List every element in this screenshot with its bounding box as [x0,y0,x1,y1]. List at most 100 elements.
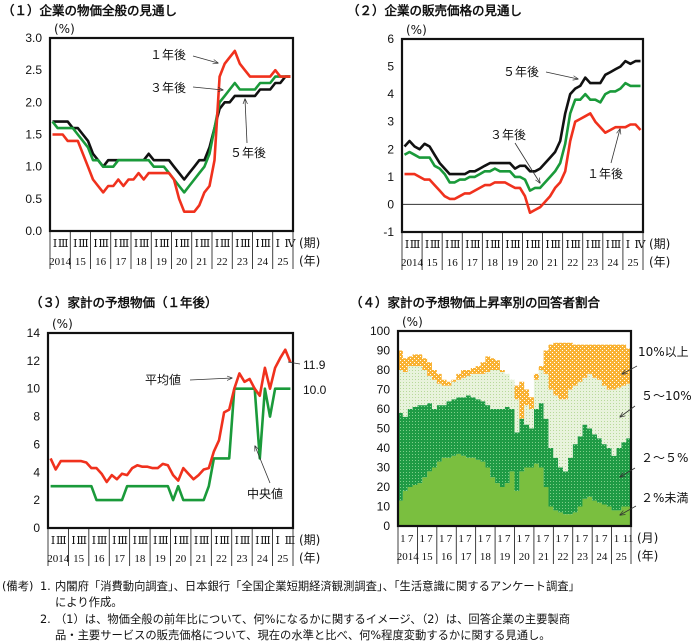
y-tick-label: 60 [377,402,391,416]
x-year-label: 20 [176,256,188,268]
x-year-label: 18 [134,553,146,565]
x-period-label: Ⅰ [566,239,570,251]
x-year-label: 2014 [401,257,424,269]
line-series-3 [52,75,291,181]
y-tick-label: 70 [377,383,391,397]
x-period-label: Ⅰ [505,239,509,251]
x-year-label: 20 [519,551,531,563]
x-year-label: 23 [237,256,249,268]
y-unit-label: (%) [52,317,73,331]
x-year-label: 22 [216,553,227,565]
x-period-label: Ⅲ [490,239,501,251]
x-period-label: Ⅰ [626,239,630,251]
leader-mean [287,361,301,365]
panel1-title: （１）企業の物価全般の見通し [2,3,177,18]
x-year-label: 20 [175,553,187,565]
x-period-label: 1 [400,533,406,545]
x-year-label: 21 [196,256,207,268]
x-period-label: Ⅰ [255,238,259,250]
x-period-label: Ⅰ [235,238,239,250]
label-2to5: ２～５% [641,451,688,465]
x-year-label: 25 [277,553,289,565]
x-period-label: Ⅰ [93,238,97,250]
x-period-label: Ⅰ [445,239,449,251]
y-tick-label: 0 [387,197,394,211]
x-year-label: 22 [217,256,228,268]
label-under2: ２%未満 [641,491,688,505]
x-period-label: Ⅲ [260,238,271,250]
label-mean: 平均値 [145,372,181,387]
x-period-label: Ⅲ [158,535,169,547]
x-period-label: Ⅲ [260,535,271,547]
end-label-mean: 11.9 [303,358,326,372]
note-2-num: 2. [40,613,51,626]
x-period-label: Ⅰ [276,535,280,547]
x-period-label: Ⅰ [586,239,590,251]
x-period-label: 1 [536,533,542,545]
x-period-label: 7 [447,533,453,545]
label-5to10: ５～10% [641,389,692,403]
x-period-label: Ⅰ [51,535,55,547]
x-period-label: Ⅰ [134,238,138,250]
y-tick-label: 30 [377,461,391,475]
y-tick-label: 12 [27,354,41,368]
x-period-label: Ⅲ [179,238,190,250]
plot-frame [48,36,295,233]
x-period-label: 7 [427,533,433,545]
label-1yr: １年後 [150,48,186,62]
x-period-label: Ⅰ [485,239,489,251]
x-year-label: 19 [156,256,168,268]
x-period-label: 11 [623,533,634,545]
x-period-label: Ⅰ [215,238,219,250]
x-period-label: 1 [497,533,503,545]
x-year-unit: (年) [649,255,670,269]
x-year-label: 19 [155,553,167,565]
area-series-4 [398,342,631,419]
x-period-label: Ⅰ [214,535,218,547]
x-year-label: 21 [196,553,207,565]
label-3yr: ３年後 [490,128,526,142]
y-tick-label: 2 [387,142,394,156]
x-period-label: 7 [524,533,530,545]
line-series-1 [52,49,291,213]
x-period-label: Ⅲ [550,239,561,251]
x-year-label: 25 [627,257,639,269]
x-period-label: 7 [544,533,550,545]
x-period-label: Ⅲ [78,238,89,250]
y-tick-label: 50 [377,422,391,436]
x-period-label: 7 [408,533,414,545]
y-tick-label: -1 [383,225,394,239]
x-period-label: Ⅲ [58,238,69,250]
arrow-mean [189,378,232,380]
line-series-1 [49,348,292,484]
x-period-label: Ⅲ [56,535,67,547]
x-year-label: 25 [616,551,628,563]
y-tick-label: 6 [387,32,394,46]
x-period-label: 1 [614,533,620,545]
x-period-label: Ⅰ [465,239,469,251]
x-period-label: Ⅲ [97,535,108,547]
x-period-label: Ⅲ [200,238,211,250]
y-tick-label: 6 [33,437,40,451]
x-year-label: 15 [422,551,434,563]
y-tick-label: 14 [27,326,41,340]
x-period-label: 1 [439,533,445,545]
x-year-label: 24 [607,257,619,269]
x-period-label: Ⅲ [611,239,622,251]
x-period-label: Ⅳ [284,238,296,250]
y-tick-label: 4 [33,465,40,479]
x-year-label: 20 [527,257,539,269]
x-period-label: Ⅲ [76,535,87,547]
x-period-label: Ⅰ [174,238,178,250]
label-10plus: 10%以上 [638,345,689,359]
x-year-unit: (年) [299,254,320,268]
x-year-label: 18 [136,256,148,268]
x-year-unit: (年) [299,551,320,565]
x-period-label: Ⅰ [405,239,409,251]
x-year-label: 24 [596,551,608,563]
x-year-label: 22 [567,257,578,269]
label-median: 中央値 [247,486,283,501]
x-period-label: Ⅲ [570,239,581,251]
x-period-unit: (月) [637,531,658,545]
